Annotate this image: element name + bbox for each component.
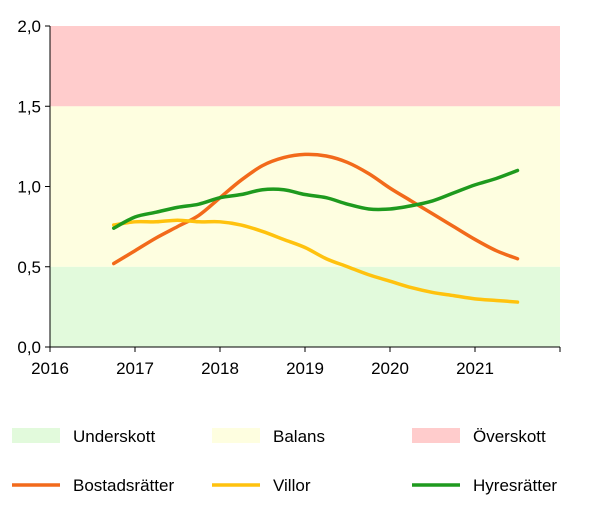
series-line-villor: [112, 218, 520, 304]
x-tick-label: 2018: [201, 359, 239, 378]
legend-label-bostadsratter: Bostadsrätter: [73, 476, 174, 495]
y-tick-label: 0,5: [17, 258, 41, 277]
band-overskott: [50, 26, 560, 107]
y-tick-label: 1,0: [17, 178, 41, 197]
legend-label-overskott: Överskott: [473, 427, 546, 446]
legend-label-underskott: Underskott: [73, 427, 155, 446]
x-tick-label: 2021: [456, 359, 494, 378]
series-lines: [112, 152, 520, 304]
y-tick-label: 2,0: [17, 17, 41, 36]
x-tick-label: 2019: [286, 359, 324, 378]
legend-swatch-balans: [212, 428, 260, 443]
x-tick-label: 2020: [371, 359, 409, 378]
y-tick-label: 0,0: [17, 338, 41, 357]
legend-swatch-underskott: [12, 428, 60, 443]
legend-swatch-overskott: [412, 428, 460, 443]
x-axis-ticks: 2016 2017 2018 2019 2020 2021: [31, 347, 561, 378]
y-tick-label: 1,5: [17, 97, 41, 116]
series-line-hyresratter: [112, 168, 520, 230]
band-underskott: [50, 266, 560, 347]
series-line-bostadsratter: [112, 152, 520, 266]
legend-label-villor: Villor: [273, 476, 311, 495]
x-tick-label: 2016: [31, 359, 69, 378]
y-axis-ticks: 0,0 0,5 1,0 1,5 2,0: [17, 17, 50, 357]
legend: Underskott Balans Överskott Bostadsrätter Vi…: [12, 427, 557, 495]
legend-label-balans: Balans: [273, 427, 325, 446]
x-tick-label: 2017: [116, 359, 154, 378]
legend-label-hyresratter: Hyresrätter: [473, 476, 557, 495]
